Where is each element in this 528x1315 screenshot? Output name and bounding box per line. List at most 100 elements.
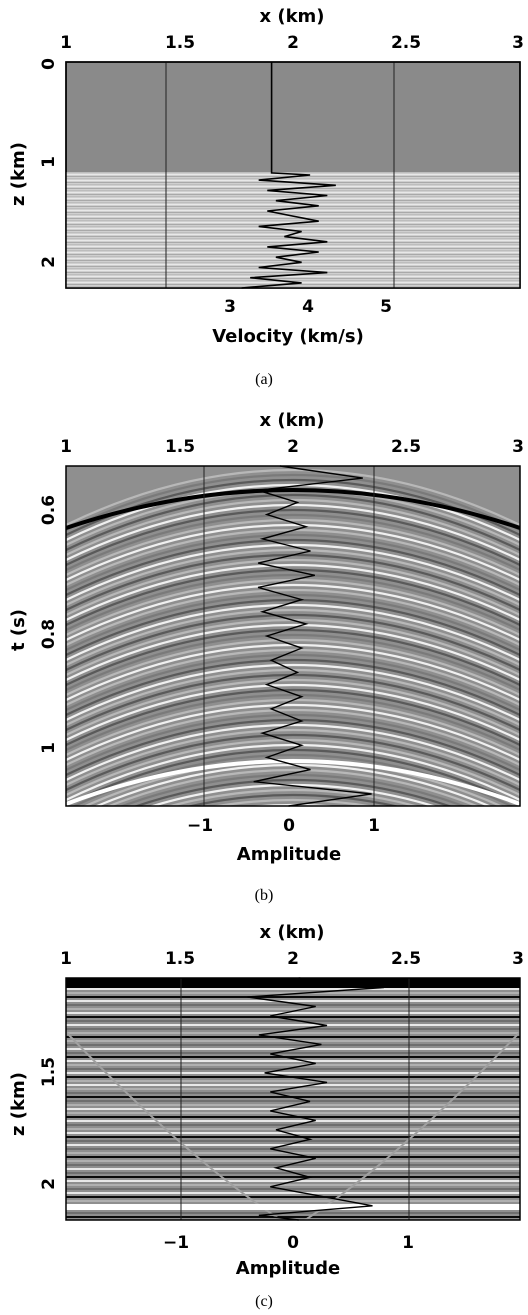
reflector-line: [66, 1000, 520, 1002]
diffraction-tail: [303, 1031, 520, 1220]
reflector-line: [66, 1040, 520, 1042]
reflection-event: [66, 649, 520, 706]
overlay-tick-label-a-1: 3: [224, 297, 236, 317]
plot-frame-a: [65, 61, 521, 289]
panel-caption-b: (b): [255, 887, 274, 904]
y-tick-label-b-3: 1: [39, 742, 59, 754]
chart-panel-b: x (km) 1 1.5 2 2.5 3 t (s) 0.6 0.8 1 −1 …: [0, 400, 528, 912]
reflector-line: [66, 1116, 520, 1118]
y-axis-title-a: z (km): [8, 142, 29, 206]
x-axis-title-b: x (km): [259, 410, 324, 431]
velocity-trace: [241, 62, 336, 289]
reflection-event: [66, 484, 520, 541]
overlay-axis-title-c: Amplitude: [236, 1258, 340, 1279]
reflector-line: [66, 1200, 520, 1202]
reflection-event: [66, 689, 520, 746]
chart-panel-c: x (km) 1 1.5 2 2.5 3 z (km) 1.5 2 −1 0 1…: [0, 912, 528, 1315]
reflector-line: [66, 1204, 520, 1210]
reflection-event: [66, 494, 520, 551]
reflector-line: [66, 1164, 520, 1166]
reflector-line: [66, 1120, 520, 1122]
overlay-tick-label-c-3: 1: [402, 1233, 414, 1253]
chart-c-svg: x (km) 1 1.5 2 2.5 3 z (km) 1.5 2 −1 0 1…: [8, 922, 524, 1310]
overlay-axis-title-b: Amplitude: [237, 844, 341, 865]
reflection-event: [66, 559, 520, 616]
reflection-event: [66, 469, 520, 526]
reflector-line: [66, 1184, 520, 1186]
x-axis-title-a: x (km): [259, 6, 324, 27]
reflection-event: [186, 794, 400, 806]
reflector-line: [66, 1136, 520, 1138]
x-tick-label-b-1: 1: [60, 437, 72, 457]
reflector-line: [66, 1012, 520, 1014]
reflector-line: [66, 1092, 520, 1094]
reflector-line: [66, 1128, 520, 1130]
reflector-line: [66, 996, 520, 998]
y-tick-label-c-2: 2: [39, 1178, 59, 1190]
reflector-line: [66, 1192, 520, 1194]
reflector-line: [66, 1008, 520, 1010]
reflection-event: [66, 504, 520, 561]
reflection-event: [66, 629, 520, 686]
y-tick-label-a-3: 2: [39, 256, 59, 268]
reflector-line: [66, 1144, 520, 1146]
reflection-event: [119, 774, 467, 806]
reflection-event: [66, 604, 520, 661]
reflector-line: [66, 1124, 520, 1126]
y-tick-label-c-1: 1.5: [39, 1057, 59, 1087]
overlay-tick-label-a-2: 4: [302, 297, 314, 317]
reflection-event: [66, 509, 520, 566]
reflection-event: [66, 488, 520, 530]
reflection-event: [66, 574, 520, 631]
reflector-line: [66, 1072, 520, 1074]
reflection-event: [66, 744, 520, 801]
reflection-event: [66, 729, 520, 786]
reflectors-c: [66, 978, 520, 1220]
reflection-event: [133, 779, 453, 806]
reflector-line: [66, 1132, 520, 1134]
reflector-line: [66, 1060, 520, 1062]
y-tick-label-a-1: 0: [39, 58, 59, 70]
reflector-line: [66, 1216, 520, 1218]
reflector-line: [66, 1064, 520, 1066]
amplitude-trace-c: [247, 977, 384, 1221]
reflector-line: [66, 1020, 520, 1022]
reflection-event: [66, 499, 520, 556]
reflection-events-b: [66, 469, 520, 806]
reflection-event: [66, 734, 520, 791]
reflector-line: [66, 1188, 520, 1190]
reflection-event: [66, 514, 520, 571]
x-tick-label-b-3: 2: [287, 437, 299, 457]
reflection-event: [66, 564, 520, 621]
reflector-line: [66, 1108, 520, 1110]
chart-b-svg: x (km) 1 1.5 2 2.5 3 t (s) 0.6 0.8 1 −1 …: [8, 410, 524, 904]
reflection-event: [66, 534, 520, 591]
reflector-line: [66, 1156, 520, 1158]
reflection-event: [66, 719, 520, 776]
reflector-line: [66, 1068, 520, 1070]
reflector-line: [66, 1032, 520, 1034]
reflection-event: [66, 614, 520, 671]
reflection-event: [66, 659, 520, 716]
reflection-event: [66, 624, 520, 681]
y-tick-label-a-2: 1: [39, 156, 59, 168]
x-tick-label-c-2: 1.5: [165, 949, 195, 969]
reflection-event: [66, 684, 520, 741]
panel-caption-a: (a): [255, 371, 273, 388]
x-tick-label-b-5: 3: [512, 437, 524, 457]
overlay-tick-label-b-2: 0: [283, 816, 295, 836]
reflector-line: [66, 1168, 520, 1170]
reflector-line: [66, 1024, 520, 1026]
x-tick-label-c-5: 3: [512, 949, 524, 969]
reflector-line: [66, 1084, 520, 1086]
x-tick-label-c-1: 1: [60, 949, 72, 969]
overlay-tick-label-a-3: 5: [380, 297, 392, 317]
reflection-event: [66, 589, 520, 646]
reflection-event: [66, 674, 520, 731]
x-tick-label-a-3: 2: [287, 33, 299, 53]
reflector-line: [66, 1148, 520, 1150]
reflector-line: [66, 978, 520, 988]
reflector-line: [66, 1088, 520, 1090]
reflection-event: [66, 704, 520, 761]
reflection-event: [66, 714, 520, 771]
